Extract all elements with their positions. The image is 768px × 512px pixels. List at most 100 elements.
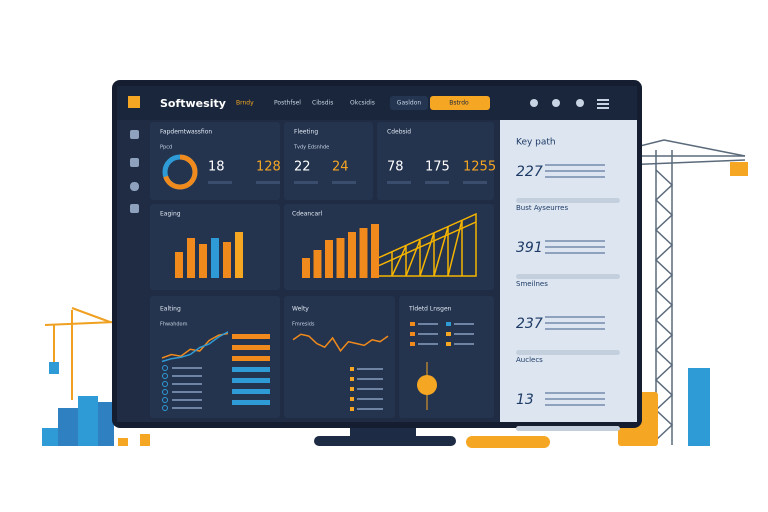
list-icon — [162, 389, 168, 395]
stat-value: 175 — [425, 160, 450, 175]
bar — [325, 240, 333, 278]
legend-swatch — [410, 322, 415, 326]
item-value: 13 — [516, 392, 534, 408]
list-line — [172, 407, 202, 409]
item-line — [545, 246, 605, 248]
legend-swatch — [410, 342, 415, 346]
donut-arc — [162, 154, 198, 190]
item-line — [545, 176, 605, 178]
bar — [223, 242, 231, 278]
list-line — [172, 367, 202, 369]
list-line — [172, 383, 202, 385]
nav-item: Brndy — [236, 100, 254, 107]
legend-line — [454, 343, 474, 345]
stat-value: 128 — [256, 160, 281, 175]
item-progress — [516, 350, 620, 355]
chart-title: Ealting — [160, 306, 181, 313]
list-line — [357, 368, 383, 370]
list-line — [172, 399, 202, 401]
item-value: 237 — [516, 316, 543, 332]
item-line — [545, 398, 605, 400]
search-box[interactable] — [390, 96, 428, 110]
list-icon — [162, 397, 168, 403]
stat-bar — [294, 181, 318, 184]
bar — [371, 224, 379, 278]
card-title: Fapdemtwassfion — [160, 129, 212, 136]
legend-swatch — [446, 342, 451, 346]
list-bar — [232, 367, 270, 372]
stat-bar — [463, 181, 487, 184]
block — [140, 434, 150, 446]
item-value: 227 — [516, 164, 543, 180]
list-line — [357, 398, 383, 400]
marker — [417, 375, 437, 395]
nav-item: Cibsdis — [312, 100, 333, 107]
block — [42, 428, 58, 446]
item-line — [545, 322, 605, 324]
item-line — [545, 170, 605, 172]
list-bar — [232, 334, 270, 339]
stat-value: 24 — [332, 160, 349, 175]
item-line — [545, 252, 605, 254]
item-progress — [516, 198, 620, 203]
stat-value: 18 — [208, 160, 225, 175]
line — [292, 333, 389, 353]
list-bar — [232, 378, 270, 383]
item-line — [545, 392, 605, 394]
item-line — [545, 164, 605, 166]
chart-subtitle: Fhwahdom — [160, 322, 188, 328]
item-line — [545, 328, 605, 330]
block — [58, 408, 80, 446]
bar — [187, 238, 195, 278]
monitor-base — [314, 436, 456, 446]
stat-value: 78 — [387, 160, 404, 175]
list-line — [172, 375, 202, 377]
list-icon — [162, 365, 168, 371]
list-line — [172, 391, 202, 393]
list-icon — [350, 367, 354, 371]
legend-swatch — [446, 332, 451, 336]
panel-title: Key path — [516, 138, 556, 148]
logo: Softwesity — [160, 97, 226, 110]
pipe — [466, 436, 550, 448]
card-subtitle: Ppcd — [160, 145, 172, 151]
legend-line — [418, 343, 438, 345]
logo-icon — [128, 96, 140, 108]
list-bar — [232, 400, 270, 405]
monitor-neck — [350, 428, 416, 436]
legend-swatch — [446, 322, 451, 326]
action-button[interactable] — [430, 96, 490, 110]
line — [161, 331, 229, 363]
stat-bar — [425, 181, 449, 184]
stat-bar — [256, 181, 280, 184]
crane-left — [44, 307, 116, 400]
item-line — [545, 404, 605, 406]
card-title: Tldetd Lnsgen — [408, 306, 452, 313]
bar — [235, 232, 243, 278]
item-line — [545, 240, 605, 242]
list-icon — [350, 397, 354, 401]
card-title: Fleeting — [294, 129, 318, 136]
crane-load — [49, 362, 59, 374]
list-line — [357, 378, 383, 380]
list-line — [357, 408, 383, 410]
list-icon — [162, 373, 168, 379]
stat-value: 1255 — [463, 160, 496, 175]
bar — [336, 238, 345, 278]
list-bar — [232, 356, 270, 361]
item-value: 391 — [516, 240, 543, 256]
search-label[interactable]: Gasldon — [397, 100, 422, 107]
list-line — [357, 388, 383, 390]
stat-value: 22 — [294, 160, 311, 175]
stat-bar — [208, 181, 232, 184]
list-icon — [350, 407, 354, 411]
stat-bar — [387, 181, 411, 184]
item-progress — [516, 274, 620, 279]
bar — [302, 258, 310, 278]
bar — [359, 228, 368, 278]
card-title: Cdebsid — [387, 129, 411, 136]
list-icon — [350, 377, 354, 381]
nav-item: Posthfsel — [274, 100, 301, 107]
button-label[interactable]: Bstrdo — [449, 100, 469, 107]
nav-item: Okcsidis — [350, 100, 375, 107]
